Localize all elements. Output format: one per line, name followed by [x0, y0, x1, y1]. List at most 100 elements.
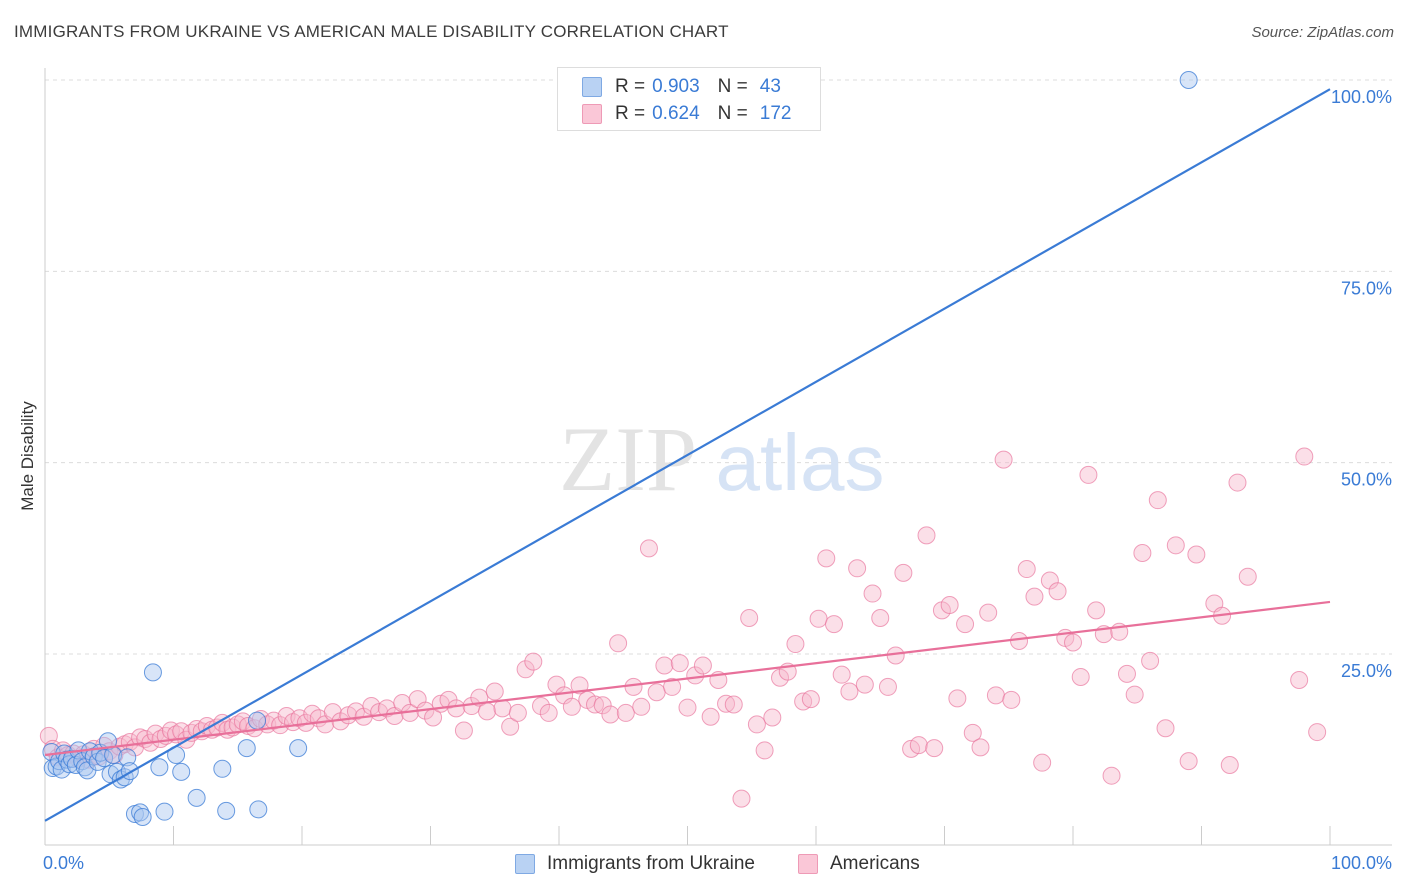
- point-americans: [925, 739, 944, 758]
- point-americans: [532, 697, 551, 716]
- point-americans: [601, 705, 620, 724]
- point-ukraine: [1179, 71, 1198, 89]
- point-americans: [647, 683, 666, 702]
- point-americans: [1010, 631, 1029, 650]
- point-americans: [917, 526, 936, 545]
- point-americans: [817, 549, 836, 568]
- point-americans: [639, 539, 658, 558]
- point-americans: [878, 677, 897, 696]
- point-americans: [670, 654, 689, 673]
- point-ukraine: [172, 762, 191, 781]
- point-americans: [1071, 667, 1090, 686]
- point-americans: [493, 699, 512, 718]
- point-americans: [570, 676, 589, 695]
- point-ukraine: [187, 788, 206, 807]
- point-americans: [593, 696, 612, 715]
- point-americans: [717, 694, 736, 713]
- point-americans: [971, 738, 990, 757]
- point-americans: [1166, 536, 1185, 555]
- point-americans: [516, 660, 535, 679]
- point-ukraine: [143, 663, 162, 682]
- axes: [44, 68, 1392, 846]
- legend-swatch-pink: [798, 854, 818, 874]
- point-americans: [1064, 633, 1082, 652]
- correlation-legend: R = 0.903 N = 43 R = 0.624 N = 172: [557, 67, 821, 131]
- legend-n-label: N =: [717, 103, 748, 124]
- point-americans: [663, 677, 682, 696]
- legend-r-label: R =: [615, 103, 646, 124]
- legend-r-label: R =: [615, 76, 646, 97]
- point-americans: [1179, 752, 1198, 771]
- point-americans: [585, 695, 604, 714]
- point-americans: [447, 699, 466, 718]
- point-americans: [562, 697, 581, 716]
- point-americans: [701, 707, 720, 726]
- point-americans: [732, 789, 751, 808]
- point-americans: [763, 708, 782, 727]
- point-americans: [1117, 664, 1136, 683]
- point-americans: [1079, 465, 1098, 484]
- point-ukraine: [217, 801, 236, 820]
- watermark-atlas: atlas: [716, 418, 885, 507]
- point-ukraine: [98, 732, 117, 751]
- point-americans: [824, 615, 843, 634]
- point-americans: [863, 584, 882, 603]
- legend-r-value: 0.624: [652, 103, 700, 124]
- legend-swatch-pink: [582, 104, 602, 124]
- y-tick-label: 25.0%: [1341, 661, 1392, 681]
- point-americans: [1025, 587, 1044, 606]
- y-tick-label: 100.0%: [1331, 87, 1392, 107]
- point-americans: [686, 666, 705, 685]
- point-ukraine: [131, 803, 150, 822]
- point-americans: [979, 603, 998, 622]
- point-ukraine: [248, 711, 267, 730]
- trend-line-americans: [44, 600, 1331, 757]
- point-americans: [485, 682, 504, 701]
- chart-title: IMMIGRANTS FROM UKRAINE VS AMERICAN MALE…: [14, 22, 729, 41]
- point-ukraine: [213, 759, 232, 778]
- point-ukraine: [249, 800, 268, 819]
- point-americans: [624, 677, 643, 696]
- point-americans: [886, 646, 905, 665]
- point-americans: [724, 695, 743, 714]
- point-americans: [1187, 545, 1206, 564]
- point-ukraine: [155, 802, 174, 821]
- point-americans: [693, 656, 712, 675]
- series-legend: Immigrants from Ukraine Americans: [0, 851, 1406, 879]
- point-americans: [801, 690, 820, 709]
- point-americans: [478, 702, 497, 721]
- point-americans: [1156, 719, 1175, 738]
- point-americans: [809, 609, 828, 628]
- x-tick-label-right: 100.0%: [1331, 853, 1392, 873]
- y-tick-label: 50.0%: [1341, 470, 1392, 490]
- y-tick-label: 75.0%: [1341, 278, 1392, 298]
- point-ukraine: [150, 758, 169, 777]
- point-americans: [855, 675, 874, 694]
- point-americans: [539, 703, 558, 722]
- point-ukraine: [118, 748, 137, 767]
- point-americans: [1228, 473, 1247, 492]
- point-americans: [454, 721, 473, 740]
- point-americans: [948, 689, 967, 708]
- point-americans: [840, 682, 859, 701]
- legend-r-value: 0.903: [652, 76, 700, 97]
- point-americans: [848, 559, 867, 578]
- point-americans: [963, 723, 982, 742]
- point-americans: [1308, 723, 1327, 742]
- point-americans: [940, 596, 959, 615]
- legend-item-ukraine: Immigrants from Ukraine: [515, 853, 755, 875]
- legend-n-label: N =: [717, 76, 748, 97]
- point-americans: [871, 609, 890, 628]
- point-ukraine: [289, 739, 308, 758]
- point-americans: [508, 703, 527, 722]
- legend-label-americans: Americans: [830, 853, 920, 874]
- point-ukraine: [42, 742, 61, 761]
- point-americans: [1295, 447, 1314, 466]
- point-americans: [1102, 766, 1121, 785]
- point-americans: [655, 656, 674, 675]
- legend-label-ukraine: Immigrants from Ukraine: [547, 853, 755, 874]
- trend-line-ukraine: [44, 88, 1331, 822]
- legend-n-value: 172: [759, 103, 792, 124]
- point-americans: [894, 563, 913, 582]
